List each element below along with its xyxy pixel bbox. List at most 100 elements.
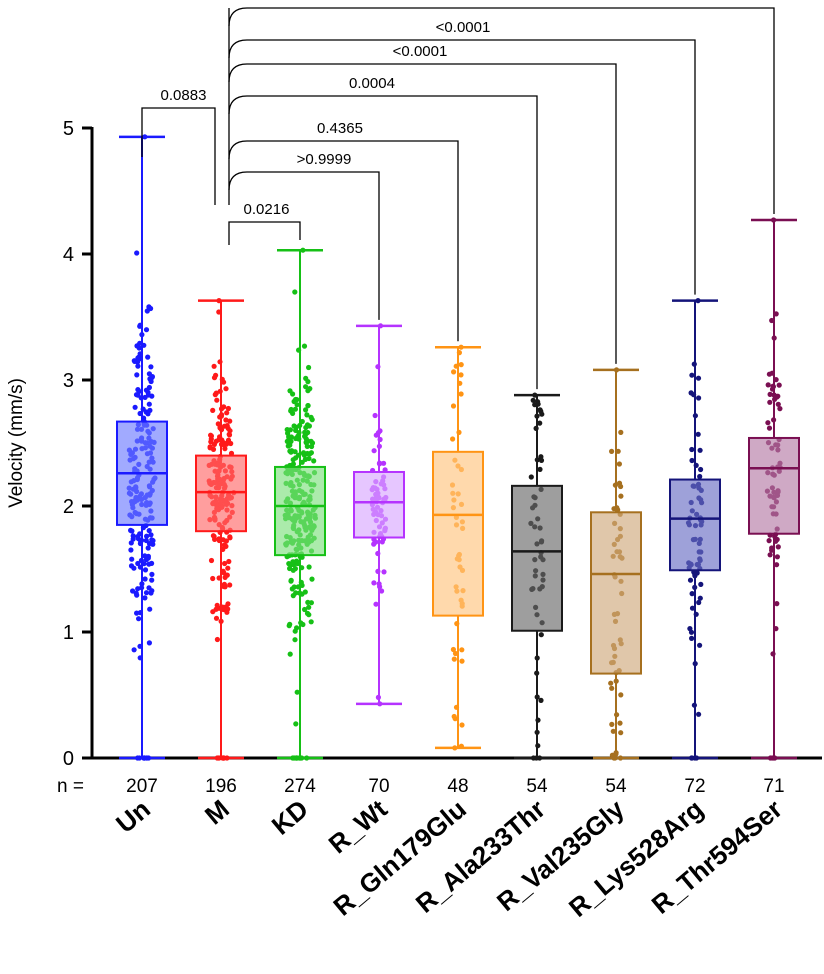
data-point (294, 402, 300, 408)
bracket-KD (228, 221, 301, 245)
bracket-R_Ala233Thr (228, 95, 538, 390)
data-point (150, 538, 156, 544)
y-tick-label: 4 (63, 244, 74, 266)
data-point (450, 646, 456, 653)
data-point (226, 558, 232, 565)
data-point (142, 595, 148, 601)
data-point (137, 340, 143, 346)
y-tick-label: 2 (63, 496, 74, 518)
data-point (222, 560, 228, 567)
data-point (459, 647, 465, 653)
data-point (308, 438, 314, 444)
bracket-M (141, 107, 216, 205)
data-point (131, 565, 137, 571)
data-point (766, 425, 773, 431)
data-point (294, 689, 300, 695)
data-point (451, 656, 457, 662)
data-point (128, 540, 134, 546)
data-point (293, 721, 299, 727)
data-point (373, 601, 379, 607)
p-value-R_Gln179Glu: 0.4365 (317, 120, 363, 137)
n-label-R_Lys528Arg: 72 (684, 776, 705, 797)
data-point (135, 560, 141, 567)
data-point (144, 533, 150, 539)
data-point (146, 371, 152, 377)
data-point (451, 369, 457, 375)
data-point (130, 588, 136, 594)
data-point (695, 431, 701, 437)
data-point (304, 450, 310, 457)
data-point (767, 399, 773, 405)
data-point (371, 580, 377, 586)
data-point (618, 429, 624, 435)
data-point (698, 581, 704, 588)
p-value-KD: 0.0216 (244, 201, 290, 218)
data-point (208, 557, 215, 564)
data-point (766, 538, 772, 544)
data-point (134, 610, 140, 616)
data-point (137, 323, 143, 329)
data-point (207, 445, 213, 451)
bracket-R_Thr594Ser (228, 7, 775, 214)
p-value-R_Val235Gly: <0.0001 (393, 43, 448, 60)
data-point (774, 601, 780, 607)
data-point (143, 537, 149, 544)
data-point (698, 466, 704, 473)
category-label-R_Wt: R_Wt (323, 793, 393, 859)
data-point (530, 397, 536, 403)
p-value-R_Lys528Arg: <0.0001 (436, 19, 491, 36)
data-point (292, 449, 298, 455)
data-point (697, 642, 703, 648)
labels: 207Un196M274KD70R_Wt48R_Gln179Glu54R_Ala… (110, 776, 788, 923)
data-point (608, 680, 614, 686)
data-point (210, 575, 216, 582)
box-R_Val235Gly (590, 511, 642, 675)
data-point (149, 393, 155, 399)
data-point (696, 395, 702, 401)
data-point (304, 422, 311, 428)
data-point (305, 403, 311, 409)
data-point (539, 411, 545, 417)
data-point (149, 577, 155, 583)
data-point (309, 576, 315, 582)
data-point (696, 711, 702, 717)
data-point (146, 528, 152, 534)
n-label-R_Thr594Ser: 71 (763, 776, 784, 797)
data-point (459, 722, 465, 728)
data-point (149, 571, 155, 578)
data-point (143, 327, 150, 333)
data-point (610, 728, 616, 734)
data-point (149, 560, 155, 567)
data-point (618, 692, 624, 698)
data-point (776, 382, 782, 388)
data-point (290, 559, 296, 565)
data-point (775, 401, 781, 407)
data-point (134, 372, 140, 378)
data-point (292, 637, 298, 643)
data-point (777, 406, 783, 412)
data-point (214, 602, 220, 608)
data-point (129, 556, 135, 562)
data-point (689, 635, 695, 642)
data-point (227, 582, 233, 588)
data-point (689, 457, 695, 464)
data-point (294, 397, 300, 403)
data-point (221, 583, 227, 590)
data-point (689, 372, 695, 378)
data-point (227, 535, 233, 541)
n-label-KD: 274 (284, 776, 316, 797)
data-point (148, 532, 154, 538)
data-point (292, 406, 298, 412)
data-point (306, 604, 312, 610)
data-point (292, 566, 298, 572)
data-point (379, 588, 385, 594)
data-point (146, 541, 153, 547)
data-point (285, 430, 291, 436)
data-point (224, 410, 230, 416)
box-M (195, 454, 247, 533)
data-point (452, 650, 459, 657)
boxes (116, 135, 800, 760)
data-point (148, 364, 154, 370)
data-point (135, 586, 141, 592)
